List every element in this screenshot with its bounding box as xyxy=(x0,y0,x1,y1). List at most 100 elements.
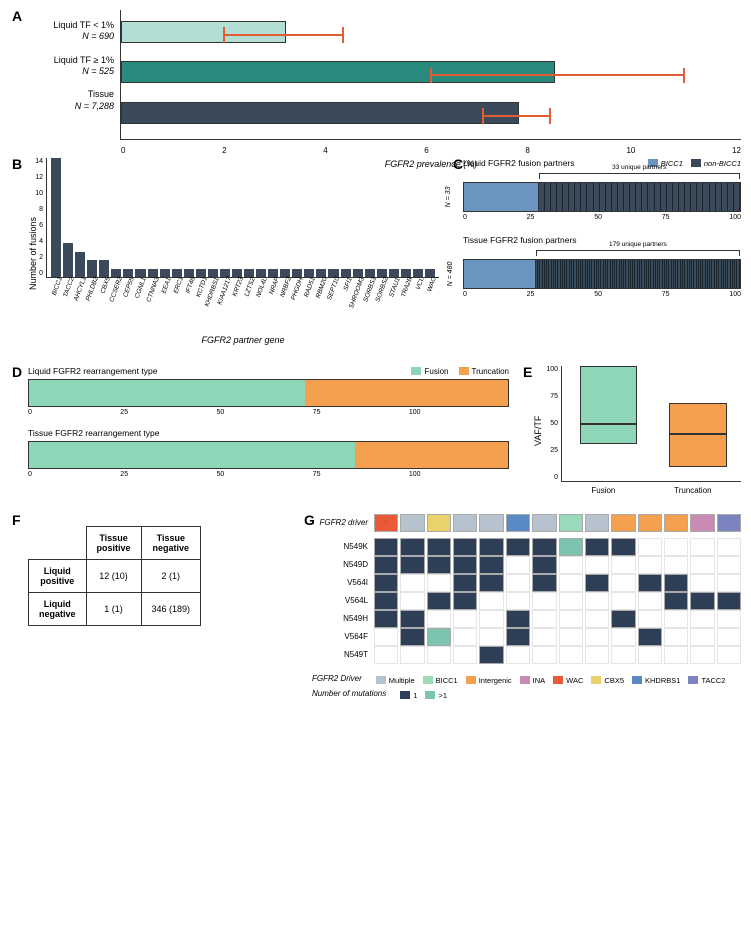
mutation-cell xyxy=(427,556,451,574)
mutation-cell xyxy=(559,592,583,610)
driver-cell xyxy=(690,514,714,532)
mutation-cell xyxy=(479,574,503,592)
panel-a-label: A xyxy=(12,8,22,24)
panel-b-bar xyxy=(401,269,411,278)
mutation-cell xyxy=(532,556,556,574)
panel-b-bar xyxy=(353,269,363,278)
mutation-cell xyxy=(559,556,583,574)
mutation-cell xyxy=(559,610,583,628)
mutation-cell xyxy=(717,556,741,574)
mutation-cell xyxy=(374,646,398,664)
panel-g-rowlabels: FGFR2 driverN549KN549DV564IV564LN549HV56… xyxy=(312,514,374,664)
panel-b-bar xyxy=(425,269,435,278)
panel-e-label: E xyxy=(523,364,532,380)
panel-b-bar xyxy=(244,269,254,278)
driver-cell: * xyxy=(374,514,398,532)
mutation-cell xyxy=(400,628,424,646)
panel-f-label: F xyxy=(12,512,21,528)
mutation-cell xyxy=(532,574,556,592)
mutation-cell xyxy=(585,646,609,664)
mutation-cell xyxy=(717,574,741,592)
mutation-cell xyxy=(585,628,609,646)
panel-a: A Liquid TF < 1%N = 690Liquid TF ≥ 1%N =… xyxy=(10,10,741,140)
table-cell: 1 (1) xyxy=(86,593,141,626)
mutation-cell xyxy=(506,574,530,592)
panel-a-bar xyxy=(121,61,555,83)
mutation-cell xyxy=(427,610,451,628)
panel-e-yticks: 1007550250 xyxy=(540,366,558,481)
panel-b-yticks: 14121086420 xyxy=(29,158,43,277)
mutation-cell xyxy=(374,592,398,610)
panel-b-bar xyxy=(232,269,242,278)
mutation-cell xyxy=(427,628,451,646)
panel-d-label: D xyxy=(12,364,22,380)
panel-c: C Liquid FGFR2 fusion partnersBICC1non-B… xyxy=(451,158,741,348)
mutation-cell xyxy=(427,538,451,556)
panel-b-bar xyxy=(99,260,109,277)
table-rowheader: Liquidpositive xyxy=(29,560,87,593)
mutation-cell xyxy=(479,538,503,556)
mutation-cell xyxy=(453,574,477,592)
mutation-cell xyxy=(664,592,688,610)
panel-g-inner: FGFR2 driverN549KN549DV564IV564LN549HV56… xyxy=(312,514,741,664)
panel-b-plot: 14121086420 BICC1TACC2AHCYL1PHLDB2CBX5CC… xyxy=(46,158,439,278)
driver-cell xyxy=(717,514,741,532)
mutation-cell xyxy=(638,592,662,610)
mutation-cell xyxy=(453,610,477,628)
panel-c-subtitle: Tissue FGFR2 fusion partners xyxy=(463,235,577,245)
mutation-cell xyxy=(532,628,556,646)
mutation-cell xyxy=(664,610,688,628)
mutation-cell xyxy=(479,610,503,628)
mutation-cell xyxy=(400,646,424,664)
mutation-cell xyxy=(585,556,609,574)
panel-a-bar xyxy=(121,21,286,43)
mutation-cell xyxy=(453,538,477,556)
panel-g-grid: * xyxy=(374,514,741,664)
mutation-cell xyxy=(611,646,635,664)
table-rowheader: Liquidnegative xyxy=(29,593,87,626)
mutation-cell xyxy=(532,538,556,556)
panel-b-bar xyxy=(75,252,85,278)
driver-cell xyxy=(664,514,688,532)
mutation-cell xyxy=(690,628,714,646)
panel-a-bar xyxy=(121,102,519,124)
mutation-cell xyxy=(374,556,398,574)
panel-b-bar xyxy=(172,269,182,278)
mutation-cell xyxy=(559,646,583,664)
mutation-cell xyxy=(559,628,583,646)
mutation-cell xyxy=(559,538,583,556)
table-header: Tissuepositive xyxy=(86,527,141,560)
mutation-cell xyxy=(532,610,556,628)
mutation-cell xyxy=(717,628,741,646)
mutation-cell xyxy=(506,628,530,646)
mutation-cell xyxy=(479,646,503,664)
mutation-cell xyxy=(506,556,530,574)
panel-e-plot: 1007550250 FusionTruncation xyxy=(561,366,741,482)
mutation-cell xyxy=(427,646,451,664)
mutation-cell xyxy=(690,574,714,592)
panel-b-bar xyxy=(196,269,206,278)
mutation-cell xyxy=(479,628,503,646)
mutation-cell xyxy=(690,592,714,610)
panel-d: D Liquid FGFR2 rearrangement typeFusionT… xyxy=(10,366,509,496)
table-header: Tissuenegative xyxy=(141,527,201,560)
driver-cell xyxy=(638,514,662,532)
panel-c-label: C xyxy=(453,156,463,172)
mutation-cell xyxy=(664,574,688,592)
mutation-cell xyxy=(506,538,530,556)
panel-b-bars xyxy=(51,158,435,277)
mutation-cell xyxy=(532,646,556,664)
mutation-cell xyxy=(532,592,556,610)
mutation-cell xyxy=(427,574,451,592)
panel-b-bar xyxy=(208,269,218,278)
panel-b-bar xyxy=(87,260,97,277)
mutation-cell xyxy=(400,556,424,574)
mutation-cell xyxy=(664,556,688,574)
panel-c-content: Liquid FGFR2 fusion partnersBICC1non-BIC… xyxy=(463,158,741,298)
mutation-cell xyxy=(664,646,688,664)
panel-b-label: B xyxy=(12,156,22,172)
mutation-cell xyxy=(690,538,714,556)
panel-b-bar xyxy=(377,269,387,278)
mutation-cell xyxy=(690,556,714,574)
mutation-cell xyxy=(717,646,741,664)
